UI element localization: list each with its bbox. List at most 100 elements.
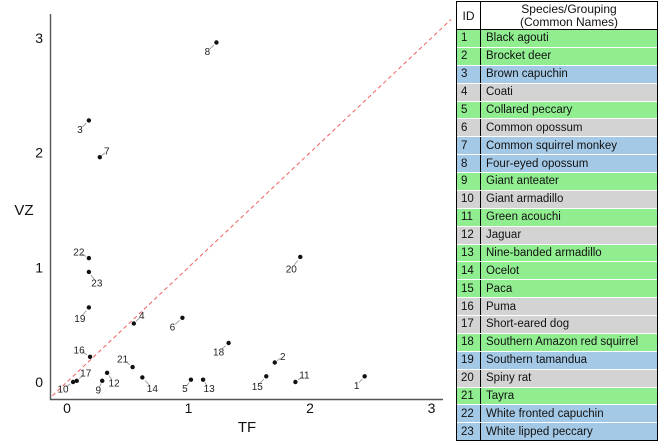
data-point-3 (86, 118, 92, 123)
cell-id-11: 11 (457, 208, 481, 226)
x-tick-label-3: 3 (428, 400, 436, 416)
leader-line-8 (209, 44, 215, 50)
leader-line-11 (297, 376, 303, 381)
table-row-23: 23 White lipped peccary (457, 422, 657, 441)
cell-id-5: 5 (457, 101, 481, 119)
table-row-8: 8 Four-eyed opossum (457, 154, 657, 172)
leader-line-17 (78, 374, 84, 379)
data-point-15 (264, 374, 269, 379)
table-body: 1 Black agouti 2 Brocket deer 3 Brown capuchi… (457, 30, 657, 441)
point-label-2: 2 (280, 352, 286, 363)
data-point-4 (131, 321, 137, 326)
col-header-species: Species/Grouping (Common Names) (481, 2, 657, 29)
table-row-9: 9 Giant anteater (457, 172, 657, 190)
data-point-22 (86, 255, 92, 261)
cell-id-20: 20 (457, 369, 481, 387)
table-row-22: 22 White fronted capuchin (457, 404, 657, 423)
cell-species-name-5: Collared peccary (486, 103, 573, 116)
cell-id-9: 9 (457, 173, 481, 190)
point-label-16: 16 (74, 345, 86, 356)
table-row-3: 3 Brown capuchin (457, 64, 657, 83)
table-row-12: 12 Jaguar (457, 225, 657, 244)
table-row-11: 11 Green acouchi (457, 207, 657, 226)
leader-line-1 (358, 378, 363, 384)
table-row-13: 13 Nine-banded armadillo (457, 243, 657, 262)
table-row-10: 10 Giant armadillo (457, 189, 657, 208)
table-row-5: 5 Collared peccary (457, 100, 657, 119)
cell-species-name-13: Nine-banded armadillo (486, 246, 602, 259)
leader-line-10 (65, 383, 71, 388)
point-label-11: 11 (299, 371, 310, 382)
cell-species-name-8: Four-eyed opossum (486, 157, 589, 170)
table-row-15: 15 Paca (457, 279, 657, 298)
cell-species-name-19: Southern tamandua (486, 354, 588, 367)
data-point-12 (104, 370, 110, 376)
data-point-23 (86, 269, 92, 275)
table-row-14: 14 Ocelot (457, 261, 657, 280)
cell-species-name-22: White fronted capuchin (486, 407, 604, 420)
cell-species-name-1: Black agouti (486, 32, 549, 45)
cell-species-name-21: Tayra (486, 389, 515, 402)
data-point-1 (362, 374, 367, 379)
cell-id-14: 14 (457, 262, 481, 280)
leader-line-20 (293, 260, 299, 266)
point-label-6: 6 (170, 322, 176, 333)
x-tick-label-1: 1 (185, 400, 193, 416)
cell-id-4: 4 (457, 83, 481, 101)
leader-line-21 (125, 360, 131, 366)
point-label-8: 8 (205, 47, 211, 58)
point-label-12: 12 (109, 378, 121, 389)
data-point-18 (226, 340, 231, 346)
cell-id-3: 3 (457, 65, 481, 83)
data-point-21 (130, 364, 135, 370)
cell-id-12: 12 (457, 226, 481, 244)
cell-species-name-20: Spiny rat (486, 372, 532, 385)
point-label-22: 22 (73, 248, 85, 259)
y-tick-label-2: 2 (35, 145, 43, 161)
cell-id-8: 8 (457, 155, 481, 172)
col-header-id: ID (457, 2, 481, 29)
leader-line-5 (186, 381, 190, 387)
cell-id-1: 1 (457, 30, 481, 47)
leader-line-4 (135, 317, 140, 322)
table-row-18: 18 Southern Amazon red squirrel (457, 332, 657, 351)
data-point-9 (100, 378, 105, 384)
point-label-21: 21 (117, 355, 129, 366)
data-point-17 (74, 378, 79, 384)
cell-species-name-11: Green acouchi (486, 211, 561, 224)
cell-species-name-23: White lipped peccary (486, 425, 593, 438)
x-tick-label-2: 2 (306, 400, 314, 416)
table-row-19: 19 Southern tamandua (457, 350, 657, 369)
leader-line-23 (90, 274, 95, 281)
leader-line-14 (144, 380, 150, 386)
leader-line-3 (82, 122, 87, 128)
data-point-14 (140, 375, 145, 380)
point-label-18: 18 (213, 348, 225, 359)
cell-id-6: 6 (457, 119, 481, 137)
table-row-1: 1 Black agouti (457, 30, 657, 47)
leader-line-12 (108, 375, 113, 381)
table-header-row: ID Species/Grouping (Common Names) (457, 2, 657, 30)
cell-species-name-2: Brocket deer (486, 50, 552, 63)
cell-id-23: 23 (457, 423, 481, 441)
cell-id-16: 16 (457, 298, 481, 315)
point-label-20: 20 (286, 264, 298, 275)
cell-id-18: 18 (457, 333, 481, 351)
data-point-13 (200, 377, 206, 382)
leader-line-13 (204, 381, 208, 387)
cell-species-name-16: Puma (486, 300, 517, 313)
cell-id-7: 7 (457, 137, 481, 155)
leader-line-22 (81, 253, 87, 257)
table-row-6: 6 Common opossum (457, 118, 657, 137)
table-row-17: 17 Short-eared dog (457, 315, 657, 333)
point-label-7: 7 (104, 147, 110, 158)
table-row-16: 16 Puma (457, 297, 657, 315)
point-label-13: 13 (204, 384, 216, 395)
data-point-5 (188, 377, 194, 382)
cell-id-19: 19 (457, 351, 481, 369)
table-row-21: 21 Tayra (457, 386, 657, 405)
point-label-9: 9 (95, 385, 101, 396)
